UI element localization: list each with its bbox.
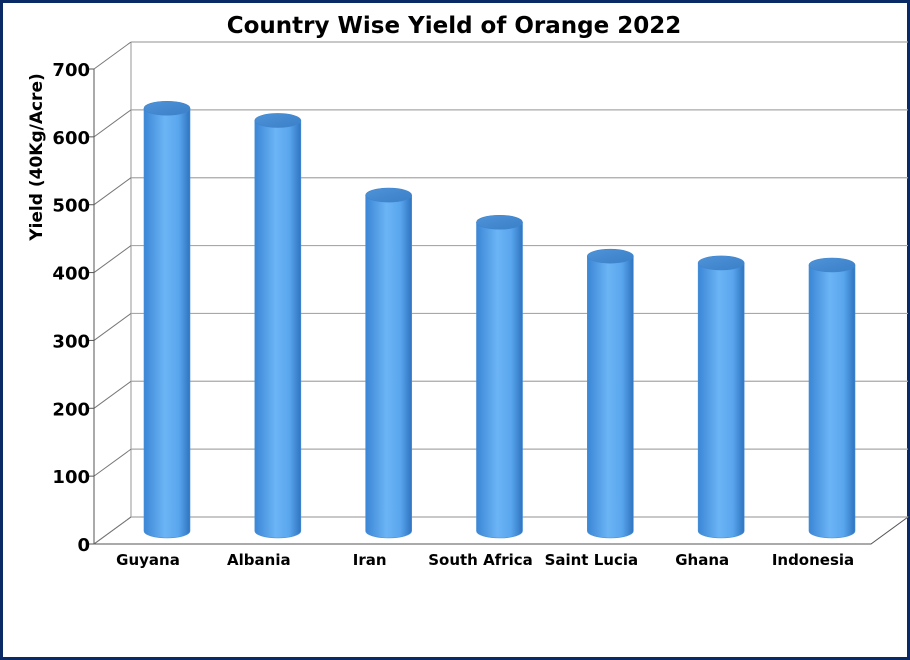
- x-tick-label: Ghana: [675, 551, 729, 569]
- y-axis-label: Yield (40Kg/Acre): [27, 73, 47, 241]
- bar-south-africa: [476, 214, 523, 539]
- side-wall-gridline: [93, 313, 132, 341]
- x-tick-label: Albania: [227, 551, 291, 569]
- y-tick-label: 700: [52, 60, 90, 81]
- side-wall-gridline: [93, 41, 132, 70]
- y-tick-label: 200: [52, 399, 90, 420]
- bar-body: [587, 255, 634, 539]
- x-tick-label: Saint Lucia: [545, 551, 639, 569]
- bar-body: [143, 107, 191, 539]
- bar-body: [808, 264, 856, 539]
- y-tick-labels: 0 100 200 300 400 500 600 700: [52, 60, 90, 556]
- y-tick-label: 400: [52, 264, 90, 285]
- side-wall-gridline: [93, 448, 132, 477]
- y-tick-label: 300: [52, 331, 90, 352]
- side-wall-gridline: [93, 177, 132, 206]
- bar-top: [365, 187, 412, 203]
- bar-top: [143, 100, 191, 116]
- bar-top: [476, 214, 523, 230]
- bar-body: [697, 262, 745, 539]
- bar-body: [365, 194, 412, 539]
- bar-body: [476, 221, 523, 539]
- bar-body: [254, 120, 302, 539]
- bar-iran: [365, 187, 412, 539]
- x-tick-labels: Guyana Albania Iran South Africa Saint Lucia…: [116, 551, 854, 569]
- x-tick-label: Indonesia: [772, 551, 854, 569]
- y-tick-label: 100: [52, 467, 90, 488]
- y-tick-label: 500: [52, 196, 90, 217]
- y-tick-label: 600: [52, 128, 90, 149]
- side-wall-gridline: [93, 516, 132, 545]
- x-tick-label: Iran: [353, 551, 387, 569]
- side-wall-gridline: [93, 109, 132, 138]
- bar-indonesia: [808, 257, 856, 539]
- chart-title: Country Wise Yield of Orange 2022: [227, 13, 682, 39]
- x-tick-label: Guyana: [116, 551, 180, 569]
- bar-top: [808, 257, 856, 273]
- bars-layer: [143, 100, 856, 539]
- y-tick-label: 0: [77, 535, 90, 556]
- bar-guyana: [143, 100, 191, 539]
- bar-top: [697, 255, 745, 271]
- x-tick-label: South Africa: [428, 551, 533, 569]
- bar-saint-lucia: [587, 248, 634, 539]
- side-wall-gridline: [93, 380, 132, 409]
- bar-ghana: [697, 255, 745, 539]
- bar-top: [587, 248, 634, 264]
- side-wall-gridline: [93, 245, 132, 273]
- bar-albania: [254, 113, 302, 539]
- bar-top: [254, 113, 302, 128]
